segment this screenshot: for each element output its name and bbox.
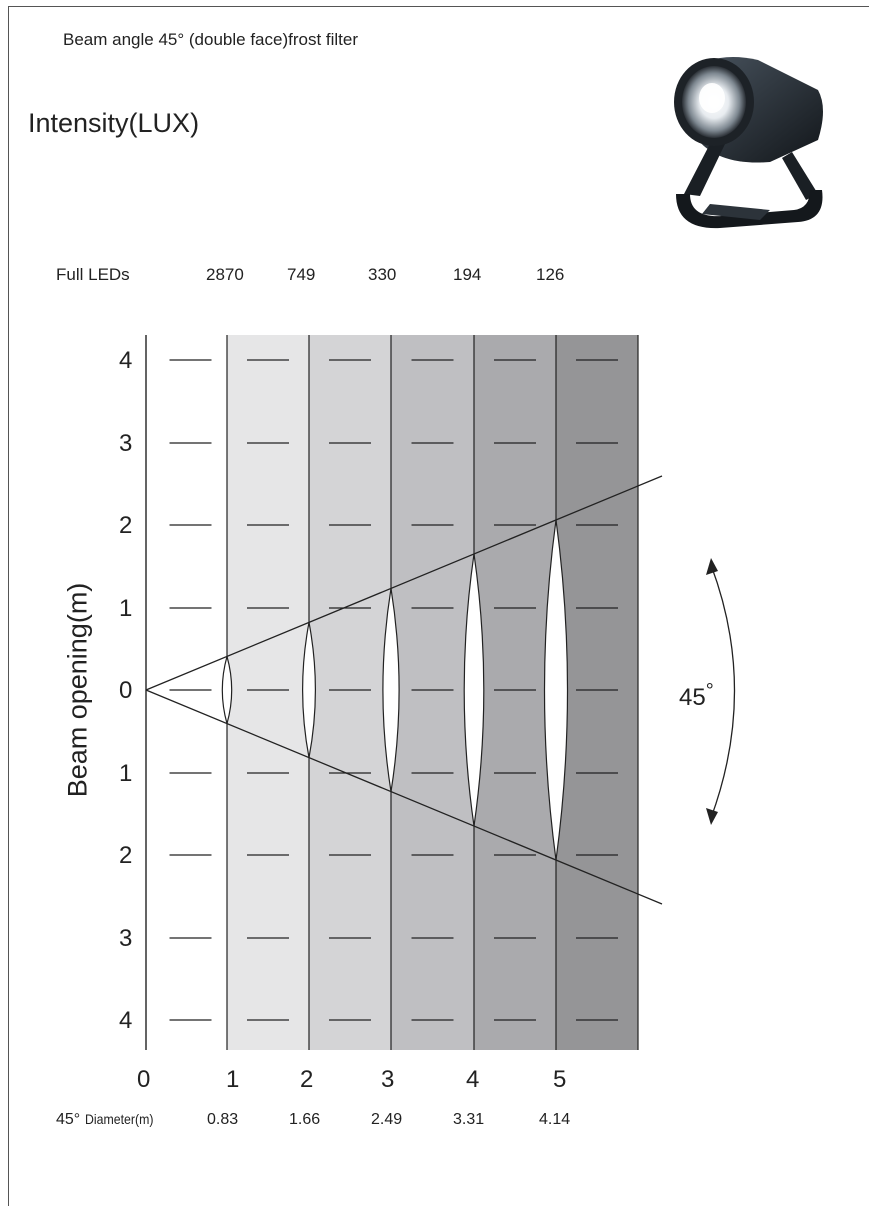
diameter-value: 2.49 [371,1111,402,1129]
y-tick-label: 2 [119,512,132,540]
diameter-value: 1.66 [289,1111,320,1129]
diameter-value: 0.83 [207,1111,238,1129]
distance-band [391,335,474,1050]
y-tick-label: 3 [119,430,132,458]
beam-angle-label: 45° [679,680,714,712]
diameter-label-angle: 45° [56,1111,80,1128]
y-tick-label: 1 [119,595,132,623]
distance-band [474,335,556,1050]
diameter-value: 4.14 [539,1111,570,1129]
distance-band [556,335,638,1050]
diameter-value: 3.31 [453,1111,484,1129]
y-axis-label: Beam opening(m) [63,583,94,798]
x-tick-label: 3 [381,1066,394,1094]
x-tick-label: 0 [137,1066,150,1094]
diameter-label-text: Diameter(m) [85,1111,153,1127]
y-tick-label: 4 [119,347,132,375]
y-tick-label: 3 [119,925,132,953]
y-tick-label: 2 [119,842,132,870]
beam-angle-value: 45 [679,684,706,711]
distance-band [146,335,227,1050]
x-tick-label: 4 [466,1066,479,1094]
diameter-label: 45° Diameter(m) [56,1111,162,1129]
y-tick-label: 4 [119,1007,132,1035]
x-tick-label: 1 [226,1066,239,1094]
y-tick-label: 1 [119,760,132,788]
distance-band [227,335,309,1050]
y-tick-label: 0 [119,677,132,705]
distance-band [309,335,391,1050]
x-tick-label: 5 [553,1066,566,1094]
x-tick-label: 2 [300,1066,313,1094]
degree-symbol: ° [706,680,714,702]
